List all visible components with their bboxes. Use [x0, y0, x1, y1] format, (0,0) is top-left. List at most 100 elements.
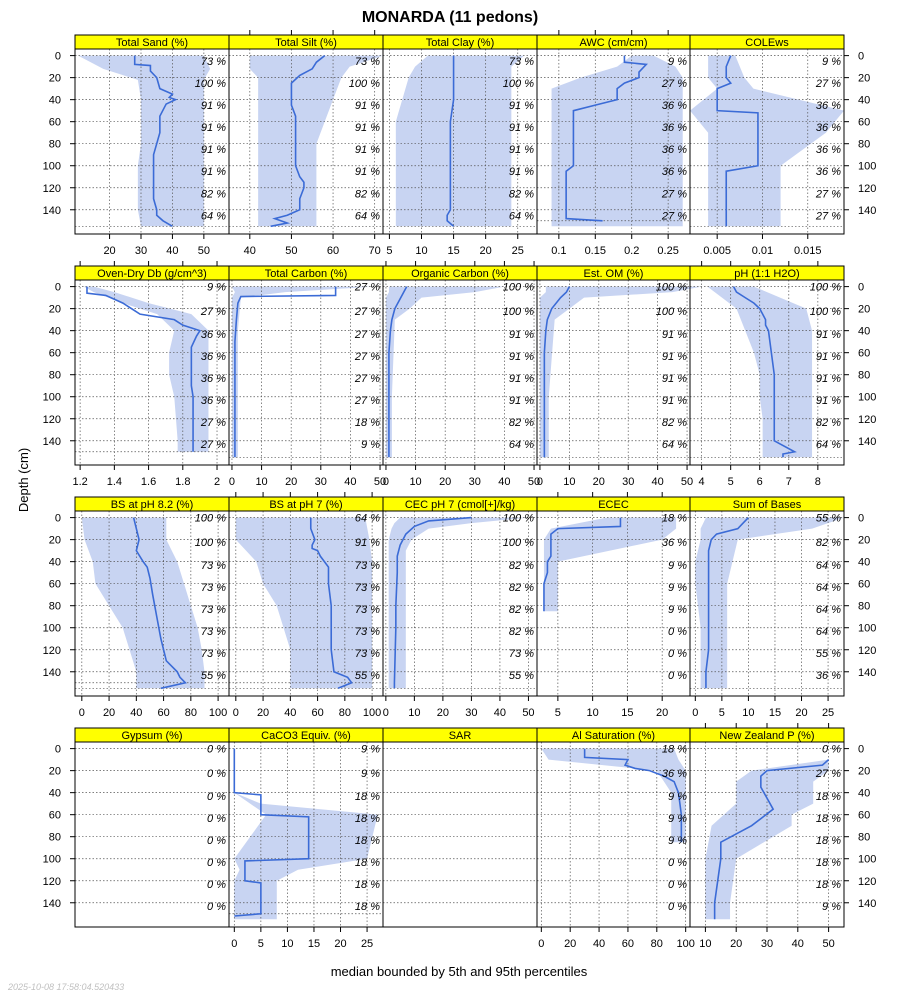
panel-title: BS at pH 8.2 (%) [111, 499, 194, 511]
pct-label: 27 % [815, 78, 841, 90]
pct-label: 9 % [361, 439, 380, 451]
pct-label: 18 % [816, 791, 841, 803]
x-tick-label: 80 [339, 707, 351, 719]
pct-label: 100 % [195, 537, 226, 549]
panel-14: ECEC 18 % 36 % 9 % 9 % 9 % 0 % 0 % 0 % 5 10 15 20 [536, 492, 691, 719]
percentile-band [551, 55, 683, 227]
pct-label: 73 % [355, 56, 380, 68]
pct-label: 9 % [361, 744, 380, 756]
pct-label: 9 % [668, 56, 687, 68]
y-tick-label: 0 [858, 744, 864, 756]
y-tick-label: 0 [55, 282, 61, 294]
pct-label: 9 % [668, 791, 687, 803]
x-tick-label: 10 [563, 476, 575, 488]
pct-label: 64 % [816, 582, 841, 594]
x-tick-label: 20 [103, 707, 115, 719]
x-tick-label: 30 [315, 476, 327, 488]
y-tick-label: 0 [858, 513, 864, 525]
pct-label: 82 % [509, 582, 534, 594]
pct-label: 27 % [354, 329, 380, 341]
median-line [583, 748, 683, 843]
pct-label: 55 % [816, 513, 841, 525]
pct-label: 91 % [662, 329, 687, 341]
y-tick-label: 60 [858, 117, 870, 129]
y-tick-label: 80 [858, 832, 870, 844]
x-tick-label: 5 [258, 938, 264, 950]
median-line [716, 55, 759, 227]
x-tick-label: 10 [699, 938, 711, 950]
panel-title: AWC (cm/cm) [579, 37, 647, 49]
pct-label: 27 % [200, 306, 226, 318]
pct-label: 64 % [201, 210, 226, 222]
pct-label: 36 % [662, 768, 687, 780]
x-tick-label: 20 [656, 707, 668, 719]
pct-label: 73 % [355, 604, 380, 616]
panel-5: COLEws 9 % 27 % 36 % 36 % 36 % 36 % 27 % 27 % 0.0… [689, 34, 876, 257]
x-tick-label: 10 [415, 245, 427, 257]
x-tick-label: 50 [681, 476, 693, 488]
pct-label: 64 % [816, 604, 841, 616]
x-tick-label: 20 [285, 476, 297, 488]
x-tick-label: 10 [742, 707, 754, 719]
pct-label: 27 % [354, 395, 380, 407]
pct-label: 18 % [355, 791, 380, 803]
pct-label: 36 % [201, 351, 226, 363]
y-tick-label: 120 [43, 876, 61, 888]
y-tick-label: 80 [49, 139, 61, 151]
pct-label: 27 % [354, 306, 380, 318]
pct-label: 100 % [349, 78, 380, 90]
pct-label: 73 % [201, 648, 226, 660]
pct-label: 73 % [201, 626, 226, 638]
median-line [543, 517, 622, 612]
pct-label: 91 % [816, 329, 841, 341]
pct-label: 9 % [668, 604, 687, 616]
x-tick-label: 0.2 [624, 245, 639, 257]
percentile-band [78, 55, 211, 227]
y-tick-label: 40 [49, 788, 61, 800]
pct-label: 27 % [815, 210, 841, 222]
y-tick-label: 0 [858, 282, 864, 294]
y-tick-label: 120 [858, 876, 876, 888]
panel-13: CEC pH 7 (cmol[+]/kg) 100 % 100 % 82 % 82 % 8… [382, 496, 538, 719]
pct-label: 73 % [201, 56, 226, 68]
y-tick-label: 120 [858, 645, 876, 657]
percentile-band [234, 748, 378, 920]
panel-title: ECEC [598, 499, 629, 511]
pct-label: 100 % [195, 513, 226, 525]
y-tick-label: 0 [858, 51, 864, 63]
percentile-band [81, 517, 205, 689]
pct-label: 36 % [816, 144, 841, 156]
panel-8: Organic Carbon (%) 100 % 100 % 91 % 91 % 91 %… [382, 261, 540, 488]
median-line [543, 286, 571, 458]
x-tick-label: 50 [198, 245, 210, 257]
percentile-band [543, 517, 677, 612]
pct-label: 9 % [668, 813, 687, 825]
x-tick-label: 20 [439, 476, 451, 488]
pct-label: 100 % [503, 78, 534, 90]
pct-label: 36 % [662, 166, 687, 178]
x-tick-label: 50 [522, 707, 534, 719]
pct-label: 100 % [503, 282, 534, 294]
median-line [133, 55, 178, 227]
x-tick-label: 20 [795, 707, 807, 719]
y-tick-label: 100 [43, 623, 61, 635]
pct-label: 82 % [816, 537, 841, 549]
y-tick-label: 60 [858, 579, 870, 591]
x-tick-label: 20 [334, 938, 346, 950]
pct-label: 0 % [207, 857, 226, 869]
pct-label: 36 % [816, 670, 841, 682]
median-line [86, 286, 202, 452]
panel-title: Oven-Dry Db (g/cm^3) [97, 268, 207, 280]
pct-label: 82 % [509, 560, 534, 572]
pct-label: 91 % [509, 166, 534, 178]
pct-label: 27 % [354, 351, 380, 363]
pct-label: 0 % [207, 768, 226, 780]
y-tick-label: 120 [43, 414, 61, 426]
x-tick-label: 0 [79, 707, 85, 719]
x-tick-label: 100 [209, 707, 227, 719]
pct-label: 0 % [668, 879, 687, 891]
pct-label: 91 % [509, 144, 534, 156]
pct-label: 36 % [201, 373, 226, 385]
pct-label: 18 % [816, 879, 841, 891]
pct-label: 18 % [355, 417, 380, 429]
